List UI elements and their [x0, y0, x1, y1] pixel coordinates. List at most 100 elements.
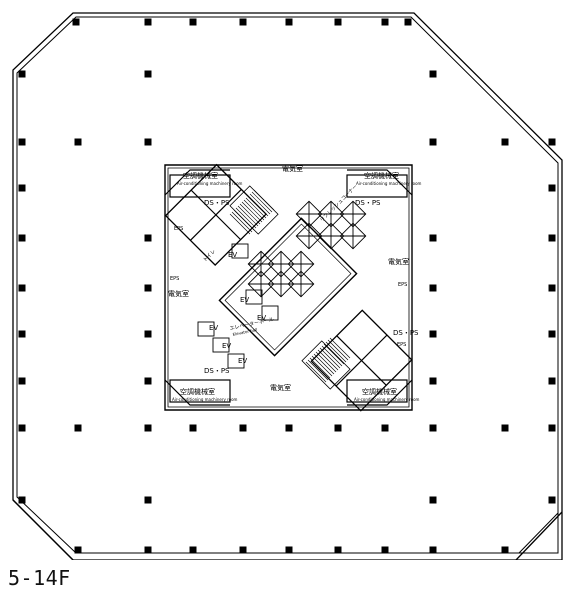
column — [144, 138, 152, 146]
elevator-car — [339, 222, 367, 250]
column — [548, 138, 556, 146]
elevator-car — [317, 222, 345, 250]
stair-tread — [323, 343, 345, 365]
column — [18, 284, 26, 292]
electric-room-label-n: 電気室 — [282, 164, 303, 173]
building-outline-outer — [12, 12, 563, 560]
column — [334, 546, 342, 554]
column — [144, 424, 152, 432]
column — [144, 377, 152, 385]
elevator-hall-en-label: Elevator hall — [232, 327, 258, 337]
stair-tread — [305, 361, 327, 383]
column — [429, 496, 437, 504]
column — [548, 330, 556, 338]
column — [74, 546, 82, 554]
stair-tread — [247, 195, 269, 217]
column — [189, 18, 197, 26]
machine-room-en-label-sw: Air-conditioning machinery room — [172, 397, 238, 402]
stair-tread — [313, 353, 335, 375]
stair-tread — [315, 351, 337, 373]
ds-ps-label-sw: DS・PS — [204, 367, 230, 375]
toilet-label: トイレ — [202, 249, 217, 264]
elevator-car — [317, 200, 345, 228]
elevator-shaft — [261, 305, 279, 321]
elevator-car — [295, 222, 323, 250]
electric-room-label-e: 電気室 — [388, 257, 409, 266]
column — [429, 284, 437, 292]
stair-tread — [243, 199, 265, 221]
column — [144, 18, 152, 26]
electric-room-label-s: 電気室 — [270, 383, 291, 392]
stair-tread — [309, 357, 331, 379]
machine-room-label-sw: 空調機械室 — [180, 387, 215, 396]
stair-tread — [319, 347, 341, 369]
building-outline-inner — [16, 16, 559, 554]
column — [18, 377, 26, 385]
stair-tread — [235, 207, 257, 229]
machine-room-label-se: 空調機械室 — [362, 387, 397, 396]
column — [144, 496, 152, 504]
column — [334, 424, 342, 432]
column — [429, 546, 437, 554]
column — [548, 377, 556, 385]
ev-label-3: EV — [257, 314, 266, 322]
column — [144, 70, 152, 78]
column — [18, 496, 26, 504]
elevator-shaft — [231, 243, 249, 259]
stair-tread — [327, 339, 349, 361]
column — [501, 546, 509, 554]
eps-label-nw: EPS — [174, 226, 183, 232]
elevator-shaft — [197, 321, 215, 337]
column — [144, 330, 152, 338]
elevator-car — [295, 200, 323, 228]
column — [429, 138, 437, 146]
column — [144, 546, 152, 554]
stair-tread — [311, 355, 333, 377]
column — [18, 424, 26, 432]
column — [18, 184, 26, 192]
column — [548, 284, 556, 292]
column — [239, 18, 247, 26]
stair-tread — [251, 191, 273, 213]
stair-tread — [317, 349, 339, 371]
machine-room-en-label-ne: Air-conditioning machinery room — [356, 181, 422, 186]
ds-ps-label-ne: DS・PS — [355, 199, 381, 207]
stair-tread — [245, 197, 267, 219]
column — [548, 234, 556, 242]
stair-tread — [239, 203, 261, 225]
stair-tread — [249, 193, 271, 215]
column — [239, 546, 247, 554]
column — [548, 424, 556, 432]
column — [381, 18, 389, 26]
column — [548, 496, 556, 504]
elevator-shaft — [227, 353, 245, 369]
stair-tread — [233, 209, 255, 231]
column — [501, 138, 509, 146]
structural-columns — [18, 18, 556, 554]
stair-tread — [325, 341, 347, 363]
eps-label-se: EPS — [397, 342, 406, 348]
column — [18, 70, 26, 78]
elevator-car — [339, 200, 367, 228]
elevator-shaft — [245, 289, 263, 305]
stair-tread — [321, 345, 343, 367]
column — [18, 330, 26, 338]
column — [548, 184, 556, 192]
electric-room-label-w: 電気室 — [168, 289, 189, 298]
elevator-car — [287, 270, 315, 298]
column — [74, 138, 82, 146]
column — [18, 234, 26, 242]
column — [429, 330, 437, 338]
stair-tread — [231, 211, 253, 233]
eps-label-w: EPS — [170, 276, 179, 282]
column — [189, 424, 197, 432]
column — [429, 377, 437, 385]
stair-tread — [237, 205, 259, 227]
machine-room-label-ne: 空調機械室 — [364, 171, 399, 180]
column — [381, 546, 389, 554]
stair-tread — [229, 213, 251, 235]
building-core — [164, 163, 413, 412]
column — [429, 234, 437, 242]
floor-label: 5-14F — [8, 566, 71, 590]
ev-label-6: EV — [238, 357, 247, 365]
